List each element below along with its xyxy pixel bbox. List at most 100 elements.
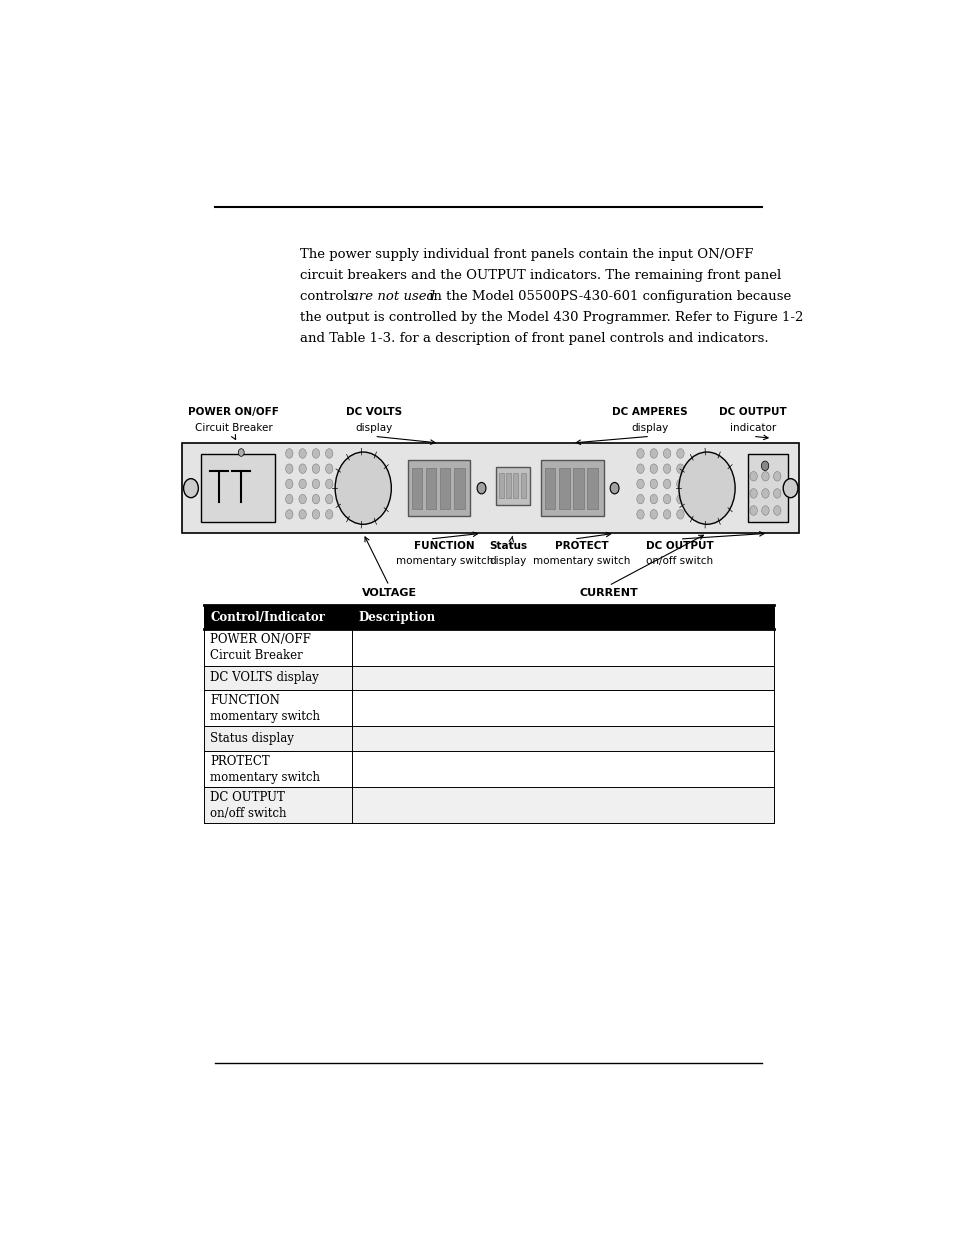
Text: control/momentary switch: control/momentary switch — [539, 605, 677, 615]
Bar — [544, 468, 555, 509]
Text: controls: controls — [300, 290, 358, 303]
Bar — [558, 468, 569, 509]
Circle shape — [773, 489, 781, 498]
Bar — [454, 468, 464, 509]
Text: on/off switch: on/off switch — [210, 806, 287, 820]
Bar — [204, 666, 773, 690]
Text: the output is controlled by the Model 430 Programmer. Refer to Figure 1-2: the output is controlled by the Model 43… — [300, 311, 803, 324]
Text: FUNCTION: FUNCTION — [210, 694, 280, 706]
Circle shape — [298, 510, 306, 519]
Circle shape — [637, 494, 643, 504]
Text: momentary switch: momentary switch — [532, 556, 629, 566]
Text: DC AMPERES: DC AMPERES — [612, 408, 687, 417]
Circle shape — [610, 483, 618, 494]
Text: momentary switch: momentary switch — [210, 710, 320, 722]
Circle shape — [285, 479, 293, 489]
Circle shape — [760, 506, 768, 515]
Circle shape — [476, 483, 485, 494]
Circle shape — [676, 494, 683, 504]
Circle shape — [662, 464, 670, 473]
Text: PROTECT: PROTECT — [554, 541, 607, 551]
Circle shape — [298, 494, 306, 504]
Circle shape — [760, 472, 768, 480]
Circle shape — [285, 494, 293, 504]
Circle shape — [649, 479, 657, 489]
Bar — [513, 473, 518, 498]
Bar — [204, 787, 773, 824]
Bar — [540, 461, 603, 516]
Text: POWER ON/OFF: POWER ON/OFF — [210, 634, 311, 646]
Text: DC OUTPUT: DC OUTPUT — [719, 408, 786, 417]
Bar — [496, 467, 529, 505]
Text: The power supply individual front panels contain the input ON/OFF: The power supply individual front panels… — [300, 248, 753, 261]
Text: circuit breakers and the OUTPUT indicators. The remaining front panel: circuit breakers and the OUTPUT indicato… — [300, 269, 781, 282]
Circle shape — [649, 510, 657, 519]
Text: and Table 1-3. for a description of front panel controls and indicators.: and Table 1-3. for a description of fron… — [300, 332, 768, 345]
Text: POWER ON/OFF: POWER ON/OFF — [188, 408, 279, 417]
Circle shape — [238, 448, 244, 456]
Circle shape — [298, 448, 306, 458]
Bar — [407, 461, 470, 516]
Circle shape — [312, 464, 319, 473]
Text: DC VOLTS: DC VOLTS — [346, 408, 402, 417]
Text: are not used: are not used — [351, 290, 436, 303]
Text: PROTECT: PROTECT — [210, 755, 270, 768]
Circle shape — [760, 461, 768, 471]
Bar — [505, 473, 511, 498]
Circle shape — [637, 479, 643, 489]
Circle shape — [649, 464, 657, 473]
Text: display: display — [631, 424, 668, 433]
Bar — [200, 454, 274, 522]
Circle shape — [676, 448, 683, 458]
Bar — [204, 726, 773, 751]
Circle shape — [676, 464, 683, 473]
Text: CURRENT: CURRENT — [578, 589, 638, 599]
Circle shape — [312, 494, 319, 504]
Circle shape — [679, 452, 735, 525]
Circle shape — [773, 472, 781, 480]
Bar — [573, 468, 583, 509]
Text: Status: Status — [489, 541, 527, 551]
Circle shape — [637, 464, 643, 473]
Circle shape — [662, 479, 670, 489]
Text: display: display — [489, 556, 526, 566]
Text: Circuit Breaker: Circuit Breaker — [194, 424, 273, 433]
Circle shape — [325, 464, 333, 473]
Text: in the Model 05500PS-430-601 configuration because: in the Model 05500PS-430-601 configurati… — [424, 290, 790, 303]
Circle shape — [285, 448, 293, 458]
Circle shape — [662, 494, 670, 504]
Circle shape — [782, 479, 797, 498]
Text: FUNCTION: FUNCTION — [414, 541, 475, 551]
Text: Circuit Breaker: Circuit Breaker — [210, 648, 303, 662]
Circle shape — [325, 479, 333, 489]
Circle shape — [325, 448, 333, 458]
Text: DC VOLTS display: DC VOLTS display — [210, 672, 318, 684]
Text: VOLTAGE: VOLTAGE — [361, 589, 416, 599]
Circle shape — [298, 479, 306, 489]
Circle shape — [312, 510, 319, 519]
Bar — [747, 454, 787, 522]
Circle shape — [749, 506, 757, 515]
Text: Description: Description — [357, 610, 435, 624]
Text: indicator: indicator — [729, 424, 775, 433]
Text: control/momentary switch: control/momentary switch — [320, 605, 457, 615]
Circle shape — [662, 448, 670, 458]
Circle shape — [637, 510, 643, 519]
Text: momentary switch: momentary switch — [395, 556, 493, 566]
Circle shape — [312, 448, 319, 458]
Bar — [520, 473, 525, 498]
Text: display: display — [355, 424, 393, 433]
Text: Status display: Status display — [210, 732, 294, 745]
Circle shape — [773, 506, 781, 515]
Circle shape — [183, 479, 198, 498]
Circle shape — [662, 510, 670, 519]
Bar — [426, 468, 436, 509]
Circle shape — [760, 489, 768, 498]
Circle shape — [312, 479, 319, 489]
Circle shape — [298, 464, 306, 473]
Text: on/off switch: on/off switch — [645, 556, 713, 566]
Bar — [412, 468, 422, 509]
Circle shape — [325, 494, 333, 504]
Circle shape — [676, 510, 683, 519]
Circle shape — [335, 452, 391, 525]
